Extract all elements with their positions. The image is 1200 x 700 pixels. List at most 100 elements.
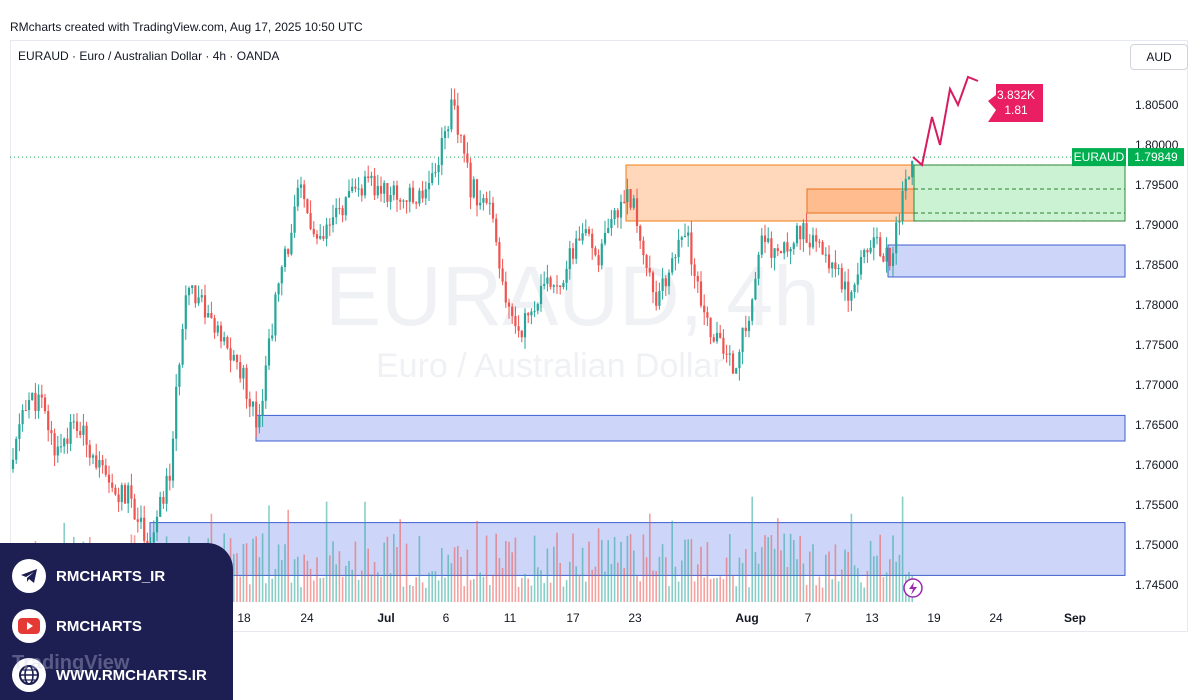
candle-body (219, 325, 223, 342)
candle-body (392, 185, 395, 195)
candle-body (43, 397, 47, 412)
volume-bar (258, 557, 261, 602)
price-symbol-tag (1072, 148, 1126, 167)
currency-button[interactable]: AUD (1130, 44, 1188, 70)
volume-bar (306, 560, 309, 602)
candle-body (802, 223, 805, 240)
candle-body (703, 305, 706, 313)
volume-bar (281, 560, 283, 602)
y-tick-label: 1.74500 (1135, 578, 1179, 592)
candle-body (770, 238, 773, 258)
volume-bar (252, 538, 254, 602)
symbol-line[interactable]: EURAUD · Euro / Australian Dollar · 4h ·… (18, 49, 280, 63)
volume-bar (511, 552, 513, 602)
candle-body (715, 332, 719, 342)
candle-body (15, 438, 18, 460)
candle-body (664, 278, 667, 287)
volume-bar (719, 576, 721, 602)
telegram-row[interactable]: RMCHARTS_IR (12, 558, 165, 594)
candle-body (629, 189, 632, 208)
volume-bar (543, 583, 545, 602)
candle-body (488, 202, 491, 204)
volume-bar (242, 543, 245, 602)
candle-body (895, 222, 898, 254)
volume-bar (447, 554, 449, 602)
volume-bar (812, 544, 814, 602)
candle-body (271, 335, 274, 339)
candle-body (325, 224, 328, 239)
volume-bar (309, 568, 312, 602)
volume-bar (741, 562, 744, 602)
volume-bar (732, 575, 734, 602)
candle-body (776, 248, 779, 251)
candle-body (290, 232, 293, 255)
volume-bar (530, 585, 533, 602)
candle-body (280, 267, 283, 284)
chart-watermark: EURAUD, 4h Euro / Australian Dollar (325, 249, 820, 385)
candle-body (162, 496, 165, 504)
volume-bar (428, 572, 430, 602)
candle-body (885, 247, 888, 262)
volume-bar (674, 566, 677, 602)
y-tick-label: 1.76500 (1135, 418, 1179, 432)
candle-body (50, 430, 53, 434)
candle-body (354, 186, 357, 189)
candle-body (789, 248, 792, 252)
volume-bar (405, 543, 408, 602)
candle-body (207, 313, 210, 318)
candle-body (405, 200, 408, 202)
candle-body (75, 421, 79, 432)
candle-body (242, 367, 245, 379)
candle-body (376, 185, 379, 196)
volume-bar (245, 543, 248, 602)
candle-body (888, 247, 891, 267)
volume-bar (860, 582, 862, 602)
candle-body (472, 179, 475, 198)
candle-body (559, 285, 562, 287)
candle-body (322, 236, 325, 239)
candle-body (863, 250, 866, 258)
candle-body (696, 276, 699, 282)
candle-body (53, 433, 56, 456)
candle-body (613, 210, 616, 220)
candle-body (213, 318, 216, 333)
zones-layer (10, 156, 1126, 576)
volume-layer (12, 496, 913, 602)
candle-body (447, 129, 450, 132)
volume-bar (389, 573, 392, 602)
volume-bar (348, 560, 350, 602)
volume-bar (767, 537, 769, 602)
youtube-row[interactable]: RMCHARTS (12, 608, 142, 644)
volume-bar (377, 572, 379, 602)
volume-bar (751, 496, 753, 602)
volume-bar (581, 547, 584, 602)
candle-body (187, 288, 191, 296)
candle-body (539, 285, 543, 305)
candle-body (267, 338, 271, 366)
volume-bar (777, 518, 779, 602)
price-value-text: 1.79849 (1134, 150, 1178, 164)
website-row[interactable]: WWW.RMCHARTS.IR (12, 657, 207, 693)
candle-body (859, 257, 863, 275)
volume-bar (482, 576, 485, 602)
volume-bar (607, 540, 609, 602)
candle-body (699, 281, 703, 306)
volume-bar (802, 563, 805, 602)
volume-bar (489, 585, 491, 602)
telegram-handle: RMCHARTS_IR (56, 567, 166, 585)
candle-body (11, 459, 15, 469)
candle-body (821, 241, 824, 255)
volume-bar (367, 548, 369, 602)
volume-bar (508, 541, 510, 602)
volume-bar (796, 559, 798, 602)
volume-bar (738, 557, 741, 602)
volume-bar (569, 561, 571, 602)
candle-body (479, 202, 482, 206)
volume-bar (300, 587, 302, 602)
candle-body (85, 425, 88, 445)
candle-body (91, 455, 95, 458)
candle-body (168, 475, 171, 481)
candle-body (850, 292, 853, 301)
candle-body (671, 258, 674, 273)
